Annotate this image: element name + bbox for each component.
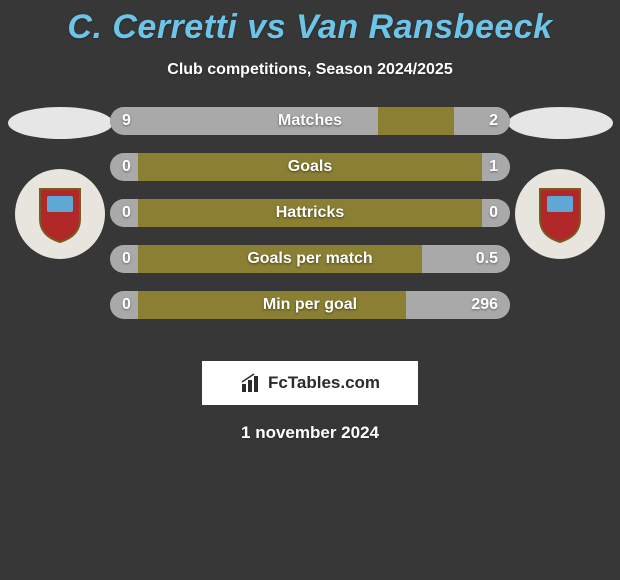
player-right-column [500,107,620,259]
logo-text: FcTables.com [268,373,380,393]
player-left-silhouette [8,107,113,139]
bar-label: Matches [110,107,510,135]
stat-bar-row: 00.5Goals per match [110,245,510,273]
stat-bar-row: 00Hattricks [110,199,510,227]
player-left-column [0,107,120,259]
shield-icon [535,184,585,244]
stat-bar-row: 92Matches [110,107,510,135]
stat-bar-row: 0296Min per goal [110,291,510,319]
page-title: C. Cerretti vs Van Ransbeeck [0,0,620,47]
stat-bar-row: 01Goals [110,153,510,181]
date-text: 1 november 2024 [0,423,620,443]
bar-label: Goals [110,153,510,181]
player-right-crest [515,169,605,259]
stat-bars: 92Matches 01Goals 00Hattricks 00.5Goals per… [110,107,510,337]
bar-chart-icon [240,372,262,394]
bar-label: Goals per match [110,245,510,273]
comparison-infographic: C. Cerretti vs Van Ransbeeck Club compet… [0,0,620,580]
shield-icon [35,184,85,244]
bar-label: Min per goal [110,291,510,319]
player-left-crest [15,169,105,259]
stats-area: 92Matches 01Goals 00Hattricks 00.5Goals per… [0,107,620,347]
player-right-silhouette [508,107,613,139]
subtitle: Club competitions, Season 2024/2025 [0,61,620,79]
bar-label: Hattricks [110,199,510,227]
fctables-logo: FcTables.com [202,361,418,405]
